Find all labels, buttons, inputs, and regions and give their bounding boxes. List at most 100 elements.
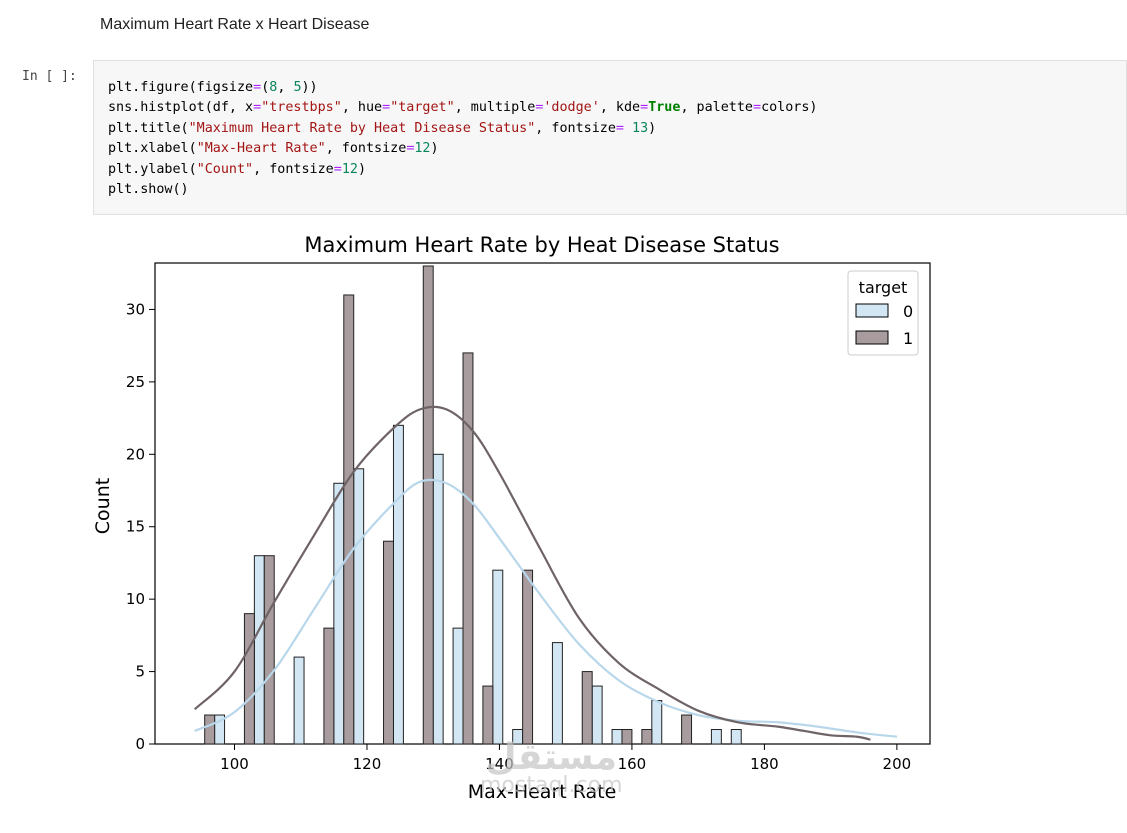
legend-swatch-1	[855, 330, 889, 345]
kde-curve-1	[193, 405, 871, 741]
code-cell[interactable]: plt.figure(figsize=(8, 5)) sns.histplot(d…	[93, 60, 1127, 215]
legend-label-1: 1	[903, 329, 913, 348]
x-axis-label: Max-Heart Rate	[468, 781, 617, 803]
code-token: "Max-Heart Rate"	[196, 141, 326, 157]
bar-series-1	[621, 729, 633, 745]
y-tick-label: 5	[135, 663, 145, 681]
bar-series-0	[333, 482, 345, 745]
bar-series-1	[263, 555, 275, 745]
code-token: colors)	[761, 100, 818, 116]
code-token: ))	[301, 80, 318, 95]
code-line: plt.figure(figsize=(8, 5))	[108, 78, 818, 98]
code-token: =	[253, 100, 262, 116]
y-tick-label: 25	[126, 373, 145, 391]
x-tick-label: 120	[353, 755, 382, 773]
y-tick-label: 15	[126, 518, 145, 536]
bar-series-1	[343, 294, 355, 745]
code-token: , palette	[680, 100, 753, 116]
bar-series-0	[591, 685, 603, 745]
code-token: =	[253, 80, 262, 95]
bar-series-1	[204, 714, 216, 745]
legend-label-0: 0	[903, 302, 913, 321]
code-token: =	[406, 141, 415, 157]
code-token: =	[753, 100, 762, 116]
bar-series-0	[551, 642, 563, 745]
bar-series-0	[452, 627, 464, 745]
bar-series-1	[681, 714, 693, 745]
x-tick-label: 180	[750, 755, 779, 773]
bar-series-0	[512, 729, 524, 745]
y-tick-label: 20	[126, 445, 145, 463]
code-line: sns.histplot(df, x="trestbps", hue="targ…	[108, 98, 818, 118]
kde-curve-0	[194, 478, 897, 738]
bar-series-0	[432, 453, 444, 745]
code-token: , fontsize	[535, 120, 616, 136]
code-token: plt.title(	[108, 120, 189, 136]
code-line: plt.ylabel("Count", fontsize=12)	[108, 160, 818, 180]
code-editor[interactable]: plt.figure(figsize=(8, 5)) sns.histplot(d…	[108, 78, 818, 200]
code-token: , fontsize	[325, 141, 407, 157]
code-token: "trestbps"	[261, 100, 342, 116]
code-token: 12	[414, 141, 431, 157]
bar-series-0	[611, 729, 623, 745]
code-token: 12	[341, 161, 358, 177]
code-token: 'dodge'	[543, 100, 600, 116]
code-token: "Count"	[196, 161, 254, 177]
histogram-chart: Maximum Heart Rate by Heat Disease Statu…	[92, 233, 931, 803]
code-token: True	[648, 100, 681, 116]
code-line: plt.xlabel("Max-Heart Rate", fontsize=12…	[108, 139, 818, 159]
code-token: )	[357, 161, 366, 177]
y-tick-label: 30	[126, 300, 145, 318]
bar-series-0	[730, 729, 742, 745]
bar-series-1	[482, 685, 494, 745]
bar-series-1	[243, 613, 255, 745]
y-tick-label: 10	[126, 590, 145, 608]
code-line: plt.show()	[108, 180, 818, 200]
code-token: 5	[293, 80, 302, 95]
code-token: plt.xlabel(	[108, 141, 197, 157]
legend-title: target	[859, 278, 908, 297]
code-token: , fontsize	[253, 161, 334, 177]
bar-series-0	[392, 424, 404, 745]
chart-output: Maximum Heart Rate by Heat Disease Statu…	[0, 218, 1127, 828]
code-line: plt.title("Maximum Heart Rate by Heat Di…	[108, 119, 818, 139]
code-token: , hue	[341, 100, 383, 116]
bar-series-1	[522, 569, 534, 745]
bar-series-1	[422, 265, 434, 745]
code-token: plt.show()	[108, 182, 189, 198]
code-token: =	[640, 100, 649, 116]
code-token: =	[333, 161, 342, 177]
code-token: , multiple	[454, 100, 536, 116]
code-token: )	[430, 141, 439, 157]
y-axis-label: Count	[92, 478, 114, 534]
code-token	[624, 121, 632, 136]
x-tick-label: 200	[883, 755, 912, 773]
bar-series-1	[462, 352, 474, 745]
bar-series-1	[383, 540, 394, 745]
code-token: , kde	[599, 100, 641, 116]
bar-series-1	[581, 671, 593, 745]
code-token: =	[382, 100, 391, 116]
x-tick-label: 100	[220, 755, 249, 773]
markdown-heading: Maximum Heart Rate x Heart Disease	[100, 16, 370, 33]
x-tick-label: 160	[618, 755, 647, 773]
bar-series-0	[492, 569, 504, 745]
code-token: "Maximum Heart Rate by Heat Disease Stat…	[188, 120, 536, 136]
code-token: sns.histplot(df, x	[108, 100, 254, 116]
y-tick-label: 0	[135, 735, 145, 753]
bar-series-0	[710, 729, 722, 745]
bar-series-0	[253, 555, 265, 745]
bar-series-1	[641, 729, 653, 745]
code-token: plt.figure(figsize	[108, 80, 254, 95]
code-token: (	[261, 80, 270, 95]
legend-swatch-0	[855, 303, 889, 318]
code-token: 8	[269, 80, 278, 95]
code-token: plt.ylabel(	[108, 161, 197, 177]
bar-series-0	[651, 700, 663, 745]
code-token: ,	[277, 80, 294, 95]
code-token: =	[535, 100, 544, 116]
bar-series-0	[353, 468, 365, 745]
bar-series-1	[323, 627, 335, 745]
bar-series-0	[293, 656, 305, 745]
